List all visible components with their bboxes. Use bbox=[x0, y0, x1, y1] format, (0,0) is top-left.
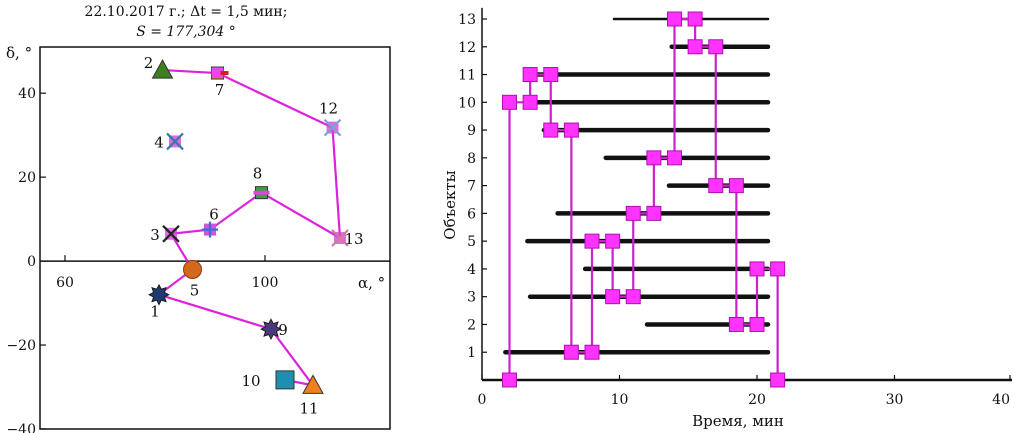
route-marker bbox=[563, 122, 579, 138]
route-marker bbox=[646, 150, 662, 166]
route-marker bbox=[543, 122, 559, 138]
left-title-line1: 22.10.2017 г.; Δt = 1,5 мин; bbox=[85, 4, 288, 20]
object-point-6: 6 bbox=[202, 206, 219, 238]
left-ytick-label: 40 bbox=[18, 86, 36, 102]
right-xtick-label: 40 bbox=[992, 392, 1010, 408]
point-label-10: 10 bbox=[241, 372, 260, 390]
right-xtick-label: 0 bbox=[478, 392, 487, 408]
left-plot-frame bbox=[39, 46, 391, 430]
route-marker bbox=[522, 94, 538, 110]
right-ytick-label: 9 bbox=[467, 123, 476, 139]
route-marker bbox=[543, 67, 559, 83]
route-marker bbox=[667, 11, 682, 27]
right-ytick-label: 2 bbox=[467, 317, 476, 333]
route-marker bbox=[667, 150, 682, 166]
right-ytick-label: 1 bbox=[467, 345, 476, 361]
point-label-12: 12 bbox=[319, 100, 338, 118]
route-marker bbox=[708, 178, 724, 194]
point-label-8: 8 bbox=[253, 165, 263, 183]
point-label-3: 3 bbox=[150, 226, 160, 244]
route-steps bbox=[508, 17, 779, 380]
sky-chart: 22.10.2017 г.; Δt = 1,5 мин; S = 177,304… bbox=[6, 4, 391, 433]
point-label-4: 4 bbox=[154, 133, 164, 151]
left-ytick-label: −40 bbox=[6, 422, 36, 433]
right-ytick-label: 5 bbox=[467, 234, 476, 250]
object-point-3: 3 bbox=[150, 225, 180, 244]
right-ytick-label: 8 bbox=[467, 151, 476, 167]
left-ytick-label: −20 bbox=[6, 338, 36, 354]
route-marker bbox=[749, 316, 765, 332]
right-ylabel: Объекты bbox=[441, 170, 459, 239]
point-label-7: 7 bbox=[215, 81, 225, 99]
route-marker bbox=[584, 344, 600, 360]
route-marker bbox=[625, 289, 641, 305]
route-marker bbox=[605, 233, 621, 249]
right-ytick-label: 12 bbox=[458, 40, 476, 56]
left-xlabel: α, ° bbox=[358, 274, 385, 292]
right-ytick-label: 10 bbox=[458, 95, 476, 111]
object-point-8: 8 bbox=[253, 165, 270, 200]
object-point-4: 4 bbox=[154, 132, 184, 151]
point-label-11: 11 bbox=[299, 399, 318, 417]
point-label-6: 6 bbox=[209, 206, 219, 224]
route-marker bbox=[584, 233, 600, 249]
point-label-1: 1 bbox=[150, 303, 160, 321]
right-ytick-label: 11 bbox=[458, 68, 476, 84]
point-label-2: 2 bbox=[144, 54, 154, 72]
right-ytick-label: 13 bbox=[458, 12, 476, 28]
object-point-5: 5 bbox=[183, 259, 202, 299]
route-marker bbox=[687, 11, 703, 27]
right-xtick-label: 20 bbox=[748, 392, 766, 408]
right-ytick-label: 7 bbox=[467, 179, 476, 195]
route-marker bbox=[770, 261, 786, 277]
route-path bbox=[156, 68, 342, 387]
route-marker bbox=[563, 344, 579, 360]
route-marker bbox=[687, 39, 703, 55]
route-marker bbox=[646, 205, 662, 221]
right-ytick-label: 4 bbox=[467, 262, 476, 278]
object-point-9: 9 bbox=[260, 318, 288, 340]
object-point-10: 10 bbox=[241, 370, 295, 390]
route-marker bbox=[522, 67, 538, 83]
right-ytick-label: 6 bbox=[467, 206, 476, 222]
right-xtick-label: 10 bbox=[611, 392, 629, 408]
route-marker bbox=[728, 316, 744, 332]
left-ytick-label: 0 bbox=[27, 254, 36, 270]
route-marker bbox=[749, 261, 765, 277]
left-ytick-label: 20 bbox=[18, 170, 36, 186]
right-xlabel: Время, мин bbox=[692, 412, 784, 430]
point-label-5: 5 bbox=[190, 281, 200, 299]
point-label-9: 9 bbox=[278, 321, 288, 339]
object-point-12: 12 bbox=[319, 100, 342, 137]
right-xtick-label: 30 bbox=[886, 392, 904, 408]
route-marker bbox=[502, 372, 517, 388]
left-ylabel: δ, ° bbox=[6, 44, 32, 62]
route-marker bbox=[502, 94, 517, 110]
route-marker bbox=[708, 39, 724, 55]
left-title-line2: S = 177,304 ° bbox=[136, 24, 236, 40]
left-xtick-label: 100 bbox=[252, 275, 279, 291]
left-xtick-label: 60 bbox=[56, 275, 74, 291]
route-marker bbox=[770, 372, 786, 388]
point-label-13: 13 bbox=[344, 230, 363, 248]
object-point-11: 11 bbox=[299, 374, 324, 417]
route-marker bbox=[625, 205, 641, 221]
route-marker bbox=[605, 289, 621, 305]
object-point-13: 13 bbox=[331, 229, 364, 248]
object-point-7: 7 bbox=[211, 66, 229, 99]
right-ytick-label: 3 bbox=[467, 290, 476, 306]
object-point-1: 1 bbox=[148, 283, 170, 321]
object-point-2: 2 bbox=[144, 54, 174, 79]
route-marker bbox=[728, 178, 744, 194]
